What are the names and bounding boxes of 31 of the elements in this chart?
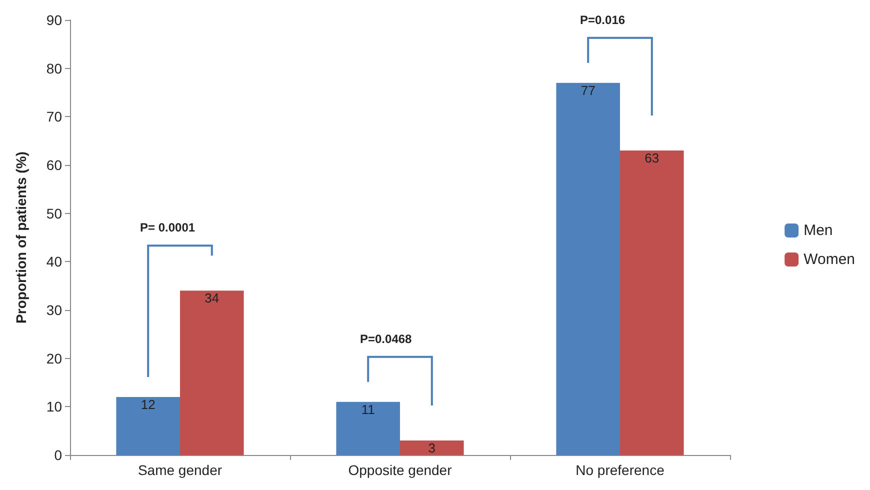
bar	[336, 402, 400, 455]
x-tick-label: Same gender	[138, 462, 222, 478]
bar	[556, 82, 620, 455]
bar	[620, 150, 684, 455]
y-tick-label: 90	[46, 12, 62, 28]
data-label: 63	[644, 150, 660, 166]
annotation: P= 0.0001	[140, 220, 196, 235]
y-tick-label: 30	[46, 302, 62, 318]
y-axis-title: Proportion of patients (%)	[13, 152, 29, 324]
data-label: 3	[428, 440, 436, 456]
bar	[116, 397, 180, 455]
bar	[180, 290, 244, 455]
y-tick-label: 80	[46, 60, 62, 76]
data-label: 34	[204, 290, 220, 306]
y-tick-label: 70	[46, 108, 62, 125]
bar	[400, 440, 464, 455]
y-tick-label: 10	[46, 398, 62, 415]
y-tick-label: 0	[54, 447, 62, 463]
data-label: 11	[361, 402, 375, 417]
y-tick-label: 20	[46, 350, 62, 366]
y-tick-label: 50	[46, 205, 62, 222]
data-label: 12	[140, 397, 156, 412]
x-tick-label: No preference	[576, 462, 665, 478]
annotation: P=0.0468	[360, 332, 412, 346]
y-tick-label: 60	[46, 157, 62, 173]
legend-label: Men	[804, 222, 833, 239]
annotation: P=0.016	[580, 12, 626, 27]
y-tick-label: 40	[46, 254, 62, 270]
legend-label: Women	[804, 251, 856, 268]
x-tick-label: Opposite gender	[348, 462, 452, 478]
data-label: 77	[580, 82, 596, 98]
